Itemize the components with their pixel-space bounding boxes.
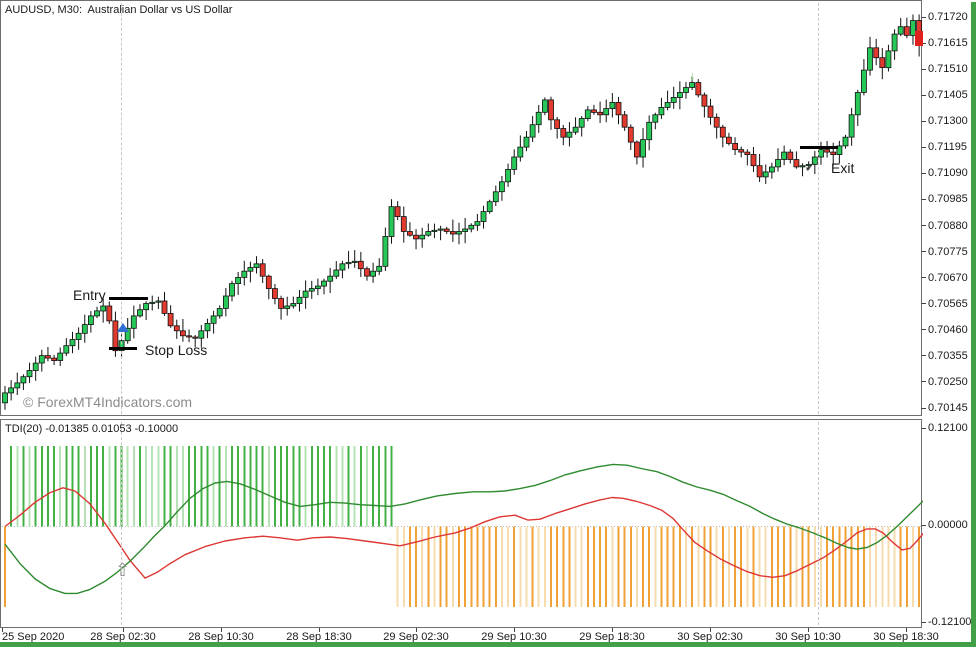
indicator-axis-tick <box>921 621 926 623</box>
price-axis-label: 0.71510 <box>928 63 968 75</box>
entry-time-line-indicator <box>121 422 122 625</box>
entry-label: Entry <box>73 287 106 303</box>
tdi-red-line <box>4 487 923 579</box>
time-axis-label: 29 Sep 10:30 <box>481 631 547 643</box>
time-axis: 25 Sep 2020 28 Sep 02:30 28 Sep 10:30 28 Se… <box>0 628 970 643</box>
time-axis-tick <box>514 628 515 632</box>
indicator-axis-label: -0.12100 <box>928 616 972 628</box>
frame-border-bottom <box>0 642 976 647</box>
time-axis-label: 30 Sep 02:30 <box>677 631 743 643</box>
time-axis-tick <box>221 628 222 632</box>
time-axis-tick <box>906 628 907 632</box>
price-axis-label: 0.70985 <box>928 193 968 205</box>
time-axis-label: 28 Sep 10:30 <box>188 631 254 643</box>
price-axis-tick <box>921 121 926 122</box>
price-axis-tick <box>921 251 926 252</box>
price-axis-tick <box>921 147 926 148</box>
time-axis-label: 29 Sep 18:30 <box>579 631 645 643</box>
indicator-label: TDI(20) -0.01385 0.01053 -0.10000 <box>5 423 179 435</box>
indicator-axis-tick <box>921 524 926 526</box>
price-axis-label: 0.70670 <box>928 272 968 284</box>
entry-price-line <box>109 297 148 300</box>
price-axis-label: 0.70880 <box>928 220 968 232</box>
price-axis-tick <box>921 225 926 226</box>
watermark: © ForexMT4Indicators.com <box>23 394 193 410</box>
time-axis-label: 28 Sep 02:30 <box>90 631 156 643</box>
current-price-marker <box>915 31 923 46</box>
price-axis-tick <box>921 43 926 44</box>
indicator-axis-label: 0.12100 <box>928 422 968 434</box>
price-axis-label: 0.71720 <box>928 11 968 23</box>
time-axis-label: 29 Sep 02:30 <box>383 631 449 643</box>
time-axis-tick <box>123 628 124 632</box>
price-axis-label: 0.70460 <box>928 324 968 336</box>
buy-arrow-icon <box>117 323 129 332</box>
price-axis-tick <box>921 408 926 409</box>
time-axis-tick <box>612 628 613 632</box>
time-axis-label: 25 Sep 2020 <box>2 631 65 643</box>
entry-time-line <box>121 3 122 414</box>
price-axis-tick <box>921 173 926 174</box>
price-chart-panel[interactable]: AUDUSD, M30: Australian Dollar vs US Dol… <box>0 0 923 416</box>
tdi-indicator-plot <box>2 445 923 608</box>
exit-time-line <box>818 3 819 414</box>
price-axis-label: 0.70565 <box>928 298 968 310</box>
time-axis-tick <box>710 628 711 632</box>
candlestick-plot <box>2 14 922 410</box>
price-axis-label: 0.71195 <box>928 141 967 153</box>
chart-title: AUDUSD, M30: Australian Dollar vs US Dol… <box>5 4 233 16</box>
trend-histogram <box>4 445 921 608</box>
price-axis-label: 0.70775 <box>928 246 968 258</box>
exit-time-line-indicator <box>818 422 819 625</box>
signal-up-arrow-icon: ⇧ <box>115 560 131 580</box>
frame-border-right <box>971 2 976 647</box>
price-axis-tick <box>921 329 926 330</box>
checkmark-icon: ✓ <box>804 159 817 176</box>
time-axis-tick <box>808 628 809 632</box>
price-axis-tick <box>921 69 926 70</box>
indicator-axis-tick <box>921 427 926 429</box>
price-axis-tick <box>921 355 926 356</box>
indicator-panel[interactable]: TDI(20) -0.01385 0.01053 -0.10000 ⇧ <box>0 419 923 628</box>
price-axis-label: 0.70250 <box>928 376 968 388</box>
time-axis-label: 28 Sep 18:30 <box>286 631 352 643</box>
stop-loss-price-line <box>109 347 137 350</box>
price-axis-tick <box>921 277 926 278</box>
price-axis-tick <box>921 199 926 200</box>
price-axis-tick <box>921 17 926 18</box>
sell-signal-arrow-icon: ↓ <box>689 68 696 83</box>
price-axis-label: 0.71405 <box>928 89 968 101</box>
price-axis-label: 0.71300 <box>928 115 968 127</box>
price-axis-label: 0.71090 <box>928 167 968 179</box>
time-axis-tick <box>2 628 3 632</box>
candles-group <box>2 14 922 410</box>
time-axis-label: 30 Sep 10:30 <box>775 631 841 643</box>
price-axis-label: 0.70355 <box>928 350 968 362</box>
time-axis-tick <box>319 628 320 632</box>
exit-label: Exit <box>831 160 855 176</box>
indicator-axis-label: 0.00000 <box>928 519 968 531</box>
tdi-green-line <box>4 463 923 595</box>
time-axis-label: 30 Sep 18:30 <box>873 631 939 643</box>
exit-price-line <box>800 146 838 149</box>
price-axis-tick <box>921 381 926 382</box>
price-axis-tick <box>921 95 926 96</box>
stop-loss-label: Stop Loss <box>145 342 208 358</box>
price-axis-label: 0.71615 <box>928 37 968 49</box>
price-axis-label: 0.70145 <box>928 402 968 414</box>
time-axis-tick <box>416 628 417 632</box>
price-axis-tick <box>921 303 926 304</box>
